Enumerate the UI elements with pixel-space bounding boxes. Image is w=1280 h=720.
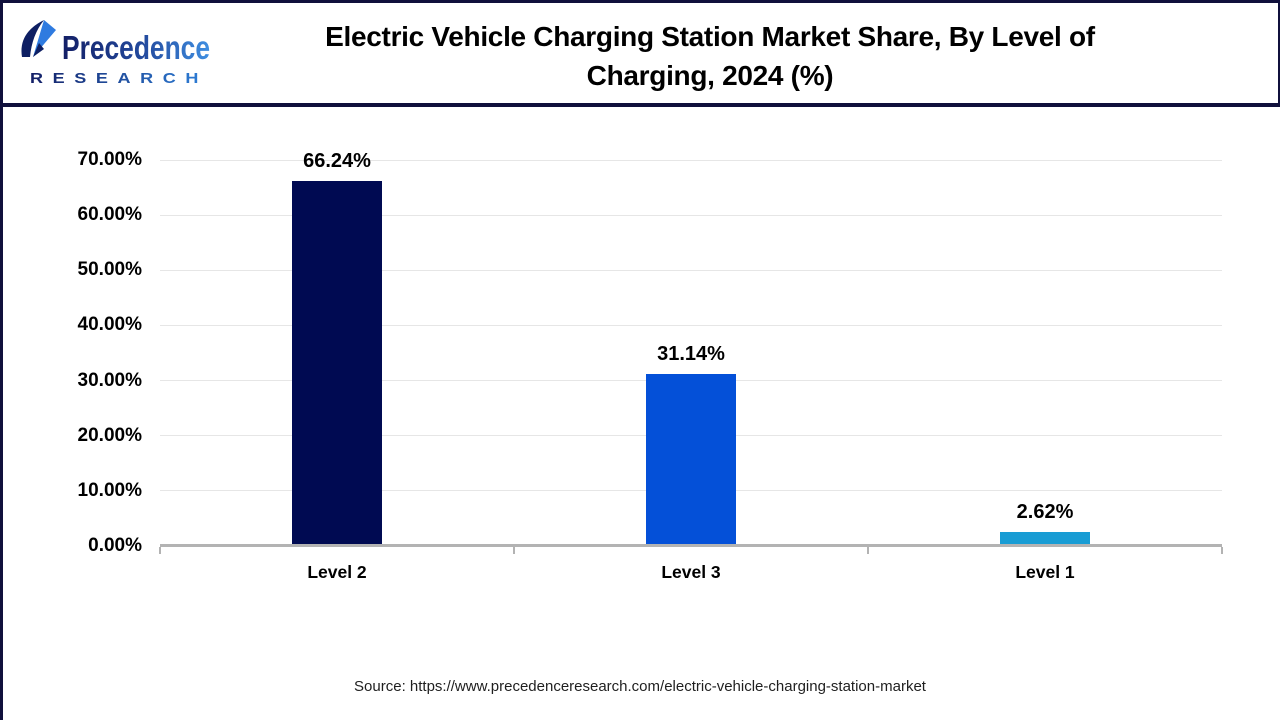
precedence-research-logo-icon: Precedence RESEARCH bbox=[21, 20, 210, 87]
x-tick-label: Level 3 bbox=[661, 562, 721, 582]
gridline bbox=[160, 214, 1222, 216]
x-tick-label: Level 2 bbox=[307, 562, 367, 582]
source-citation: Source: https://www.precedenceresearch.c… bbox=[354, 678, 926, 695]
x-axis-tick bbox=[867, 547, 869, 554]
page-border-left bbox=[0, 0, 3, 720]
x-axis-line bbox=[160, 544, 1222, 547]
logo-sail-dark bbox=[21, 20, 44, 57]
chart-title-line2: Charging, 2024 (%) bbox=[586, 60, 834, 91]
bar-value-label: 66.24% bbox=[303, 149, 371, 172]
chart-title: Electric Vehicle Charging Station Market… bbox=[230, 17, 1190, 95]
y-tick-label: 70.00% bbox=[77, 149, 142, 170]
brand-logo: Precedence RESEARCH bbox=[16, 17, 216, 94]
bar-level-2 bbox=[292, 180, 382, 546]
logo-brand-name: Precedence bbox=[62, 29, 210, 66]
y-tick-label: 20.00% bbox=[77, 424, 142, 446]
logo-brand-subtitle: RESEARCH bbox=[30, 70, 208, 87]
bar-level-1 bbox=[1000, 531, 1090, 546]
header-divider bbox=[0, 103, 1280, 107]
logo-sail-tail bbox=[33, 43, 44, 57]
x-axis-tick bbox=[159, 547, 161, 554]
x-axis-tick bbox=[1221, 547, 1223, 554]
y-tick-label: 30.00% bbox=[77, 369, 142, 391]
x-axis-tick bbox=[513, 547, 515, 554]
y-tick-label: 50.00% bbox=[77, 259, 142, 281]
header-border-right bbox=[1278, 0, 1280, 107]
bar-level-3 bbox=[646, 374, 736, 546]
plot-area: 66.24% 31.14% 2.62% bbox=[160, 150, 1222, 546]
y-tick-label: 0.00% bbox=[88, 535, 142, 556]
page-border-top bbox=[0, 0, 1280, 3]
header: Precedence RESEARCH Electric Vehicle Cha… bbox=[0, 3, 1280, 103]
gridline bbox=[160, 269, 1222, 271]
bar-value-label: 2.62% bbox=[1016, 500, 1074, 523]
gridline bbox=[160, 159, 1222, 161]
gridline bbox=[160, 324, 1222, 326]
y-tick-label: 10.00% bbox=[77, 479, 142, 501]
y-tick-label: 40.00% bbox=[77, 314, 142, 336]
y-tick-label: 60.00% bbox=[77, 204, 142, 226]
chart-title-line1: Electric Vehicle Charging Station Market… bbox=[325, 21, 1095, 52]
x-tick-label: Level 1 bbox=[1015, 562, 1075, 582]
bar-value-label: 31.14% bbox=[657, 343, 725, 366]
